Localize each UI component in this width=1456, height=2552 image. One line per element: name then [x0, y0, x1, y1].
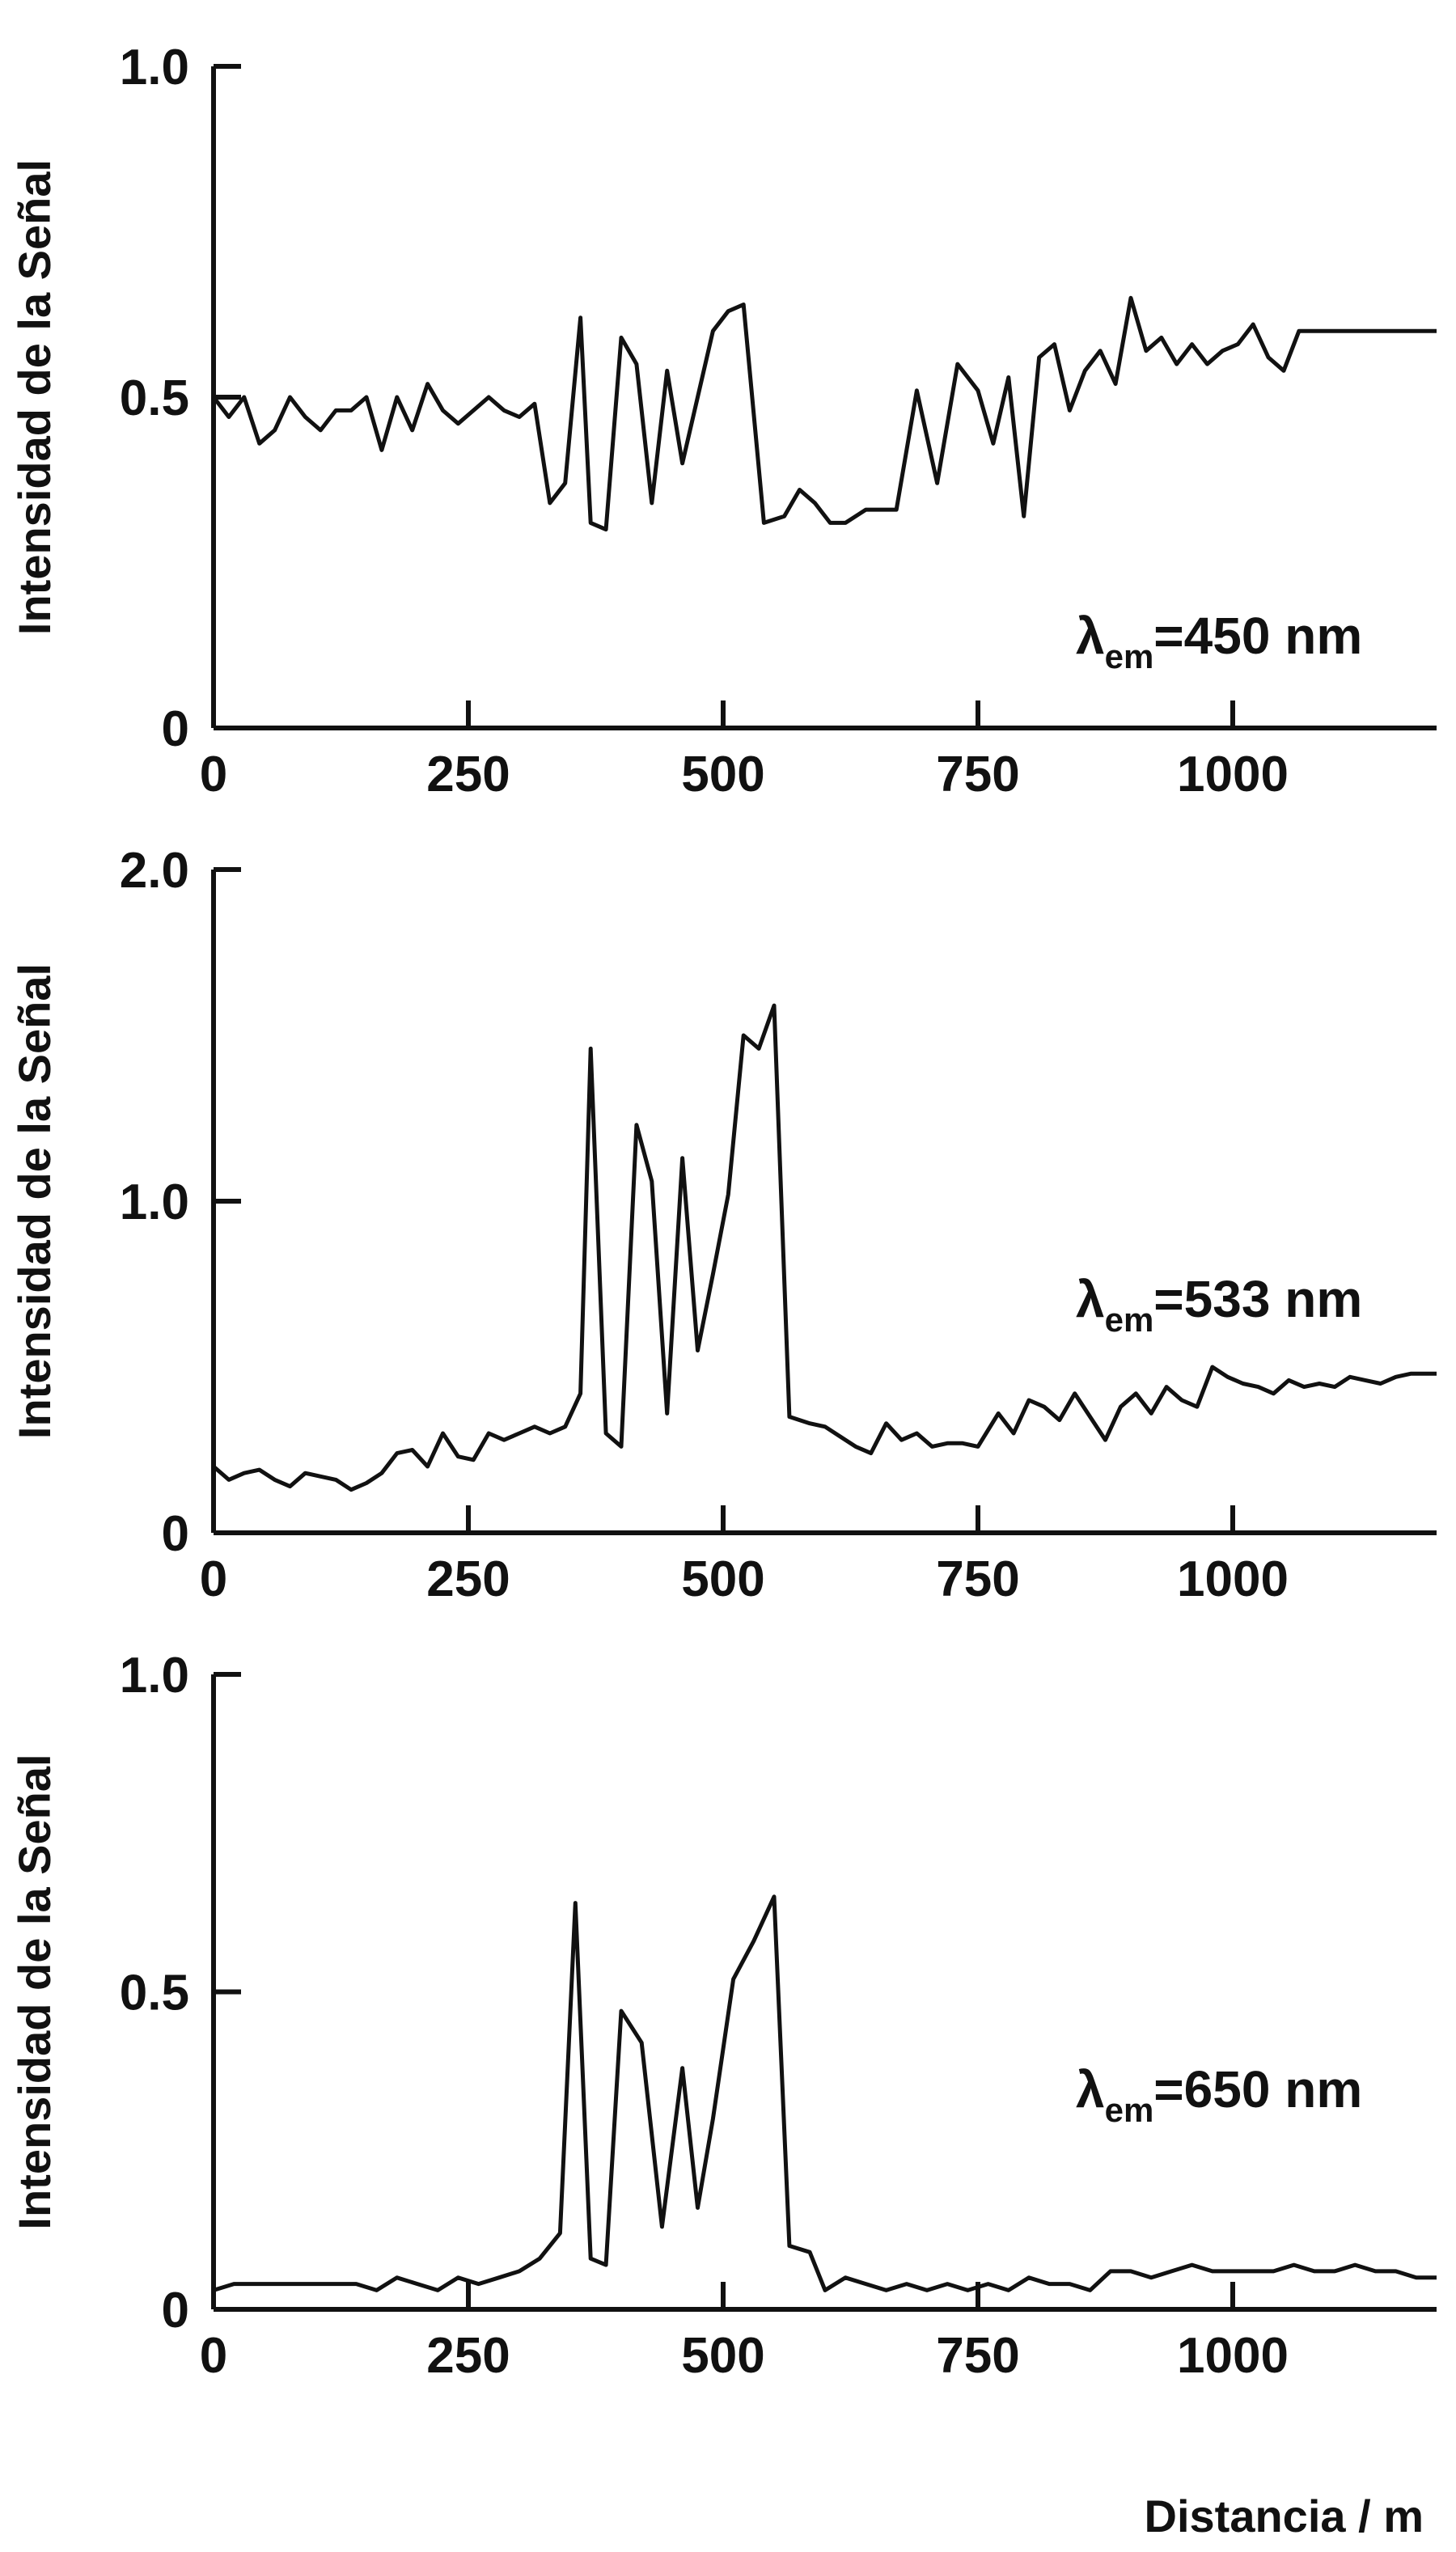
- x-tick-label: 250: [426, 2328, 510, 2384]
- y-tick-label: 0: [162, 2283, 189, 2338]
- x-tick-label: 1000: [1177, 747, 1289, 802]
- x-tick-label: 250: [426, 1551, 510, 1607]
- y-axis-label: Intensidad de la Señal: [9, 1754, 60, 2229]
- annotation-value: =533 nm: [1153, 1270, 1362, 1328]
- annotation-subscript: em: [1105, 2091, 1154, 2129]
- annotation-value: =450 nm: [1153, 607, 1362, 665]
- x-tick-label: 500: [681, 1551, 764, 1607]
- y-tick-label: 0.5: [120, 370, 189, 426]
- y-tick-label: 0: [162, 1506, 189, 1562]
- x-tick-label: 750: [936, 747, 1019, 802]
- x-tick-label: 1000: [1177, 2328, 1289, 2384]
- x-tick-label: 750: [936, 2328, 1019, 2384]
- y-axis-label: Intensidad de la Señal: [9, 159, 60, 635]
- annotation-lambda: λ: [1076, 2060, 1105, 2118]
- y-tick-label: 2.0: [120, 843, 189, 899]
- y-tick-label: 0: [162, 701, 189, 757]
- x-tick-label: 500: [681, 2328, 764, 2384]
- annotation-label: λem=650 nm: [1076, 2060, 1362, 2129]
- x-tick-label: 0: [200, 2328, 227, 2384]
- x-tick-label: 1000: [1177, 1551, 1289, 1607]
- x-tick-label: 0: [200, 747, 227, 802]
- annotation-lambda: λ: [1076, 607, 1105, 665]
- y-tick-label: 1.0: [120, 1648, 189, 1703]
- panel-3: 0 0.5 1.0 0 250 500 750 1000 Intensidad de la Se…: [9, 1648, 1437, 2541]
- x-tick-label: 0: [200, 1551, 227, 1607]
- x-tick-label: 750: [936, 1551, 1019, 1607]
- x-tick-label: 500: [681, 747, 764, 802]
- panel-1: 0 0.5 1.0 0 250 500 750 1000 Intensidad de la Se…: [9, 40, 1437, 802]
- y-axis-label: Intensidad de la Señal: [9, 963, 60, 1439]
- x-tick-label: 250: [426, 747, 510, 802]
- panel-2: 0 1.0 2.0 0 250 500 750 1000 Intensidad de la Se…: [9, 843, 1437, 1607]
- annotation-subscript: em: [1105, 1301, 1154, 1339]
- y-tick-label: 0.5: [120, 1966, 189, 2021]
- series-line: [213, 1894, 1437, 2292]
- y-tick-label: 1.0: [120, 40, 189, 95]
- series-line: [212, 295, 1437, 532]
- annotation-label: λem=450 nm: [1076, 607, 1362, 675]
- annotation-value: =650 nm: [1153, 2060, 1362, 2118]
- annotation-subscript: em: [1105, 637, 1154, 675]
- x-axis-label: Distancia / m: [1145, 2491, 1424, 2541]
- annotation-lambda: λ: [1076, 1270, 1105, 1328]
- series-line: [212, 1003, 1437, 1492]
- annotation-label: λem=533 nm: [1076, 1270, 1362, 1339]
- y-tick-label: 1.0: [120, 1174, 189, 1230]
